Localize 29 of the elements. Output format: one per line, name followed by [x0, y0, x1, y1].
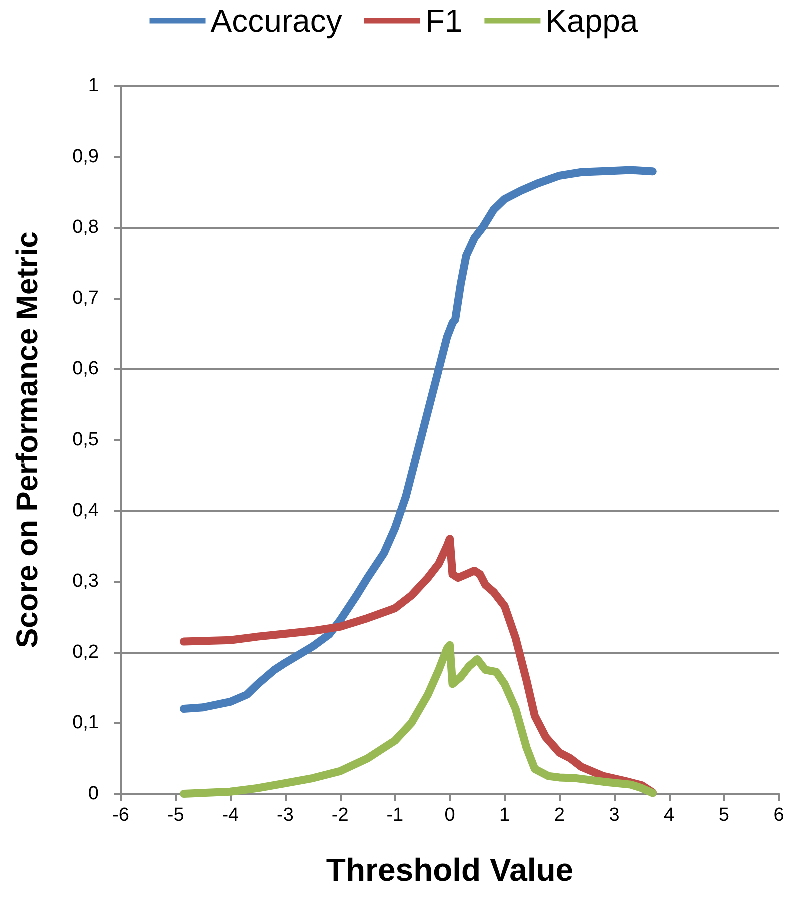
x-tick-label: 1	[500, 805, 510, 826]
y-tick-label: 1	[88, 76, 99, 96]
x-tick-label: -2	[332, 805, 349, 826]
x-tick-label: 5	[718, 805, 730, 826]
x-tick-label: -5	[167, 805, 184, 826]
x-tick-label: -1	[386, 805, 404, 826]
y-tick-label: 0	[88, 784, 99, 804]
y-axis-title: Score on Performance Metric	[12, 232, 44, 648]
x-tick-label: -6	[112, 805, 130, 826]
legend-label: Accuracy	[210, 3, 342, 39]
x-axis-title: Threshold Value	[326, 852, 574, 888]
x-tick-label: 0	[444, 805, 456, 826]
y-tick-label: 0,4	[72, 500, 100, 522]
x-tick-label: -3	[277, 805, 294, 826]
y-tick-label: 0,6	[72, 358, 99, 380]
x-tick-label: 6	[774, 805, 784, 826]
legend-label: Kappa	[546, 3, 638, 39]
x-tick-label: 2	[554, 805, 565, 826]
x-tick-label: 4	[664, 805, 676, 826]
y-tick-label: 0,2	[72, 642, 99, 663]
y-tick-label: 0,5	[72, 430, 99, 450]
y-tick-label: 0,9	[72, 146, 99, 168]
y-tick-label: 0,8	[72, 217, 99, 238]
y-tick-label: 0,3	[72, 571, 99, 592]
x-tick-label: 3	[609, 805, 620, 826]
y-tick-label: 0,1	[72, 712, 99, 734]
x-tick-label: -4	[222, 805, 240, 826]
legend-label: F1	[425, 3, 463, 39]
y-tick-label: 0,7	[72, 288, 99, 309]
